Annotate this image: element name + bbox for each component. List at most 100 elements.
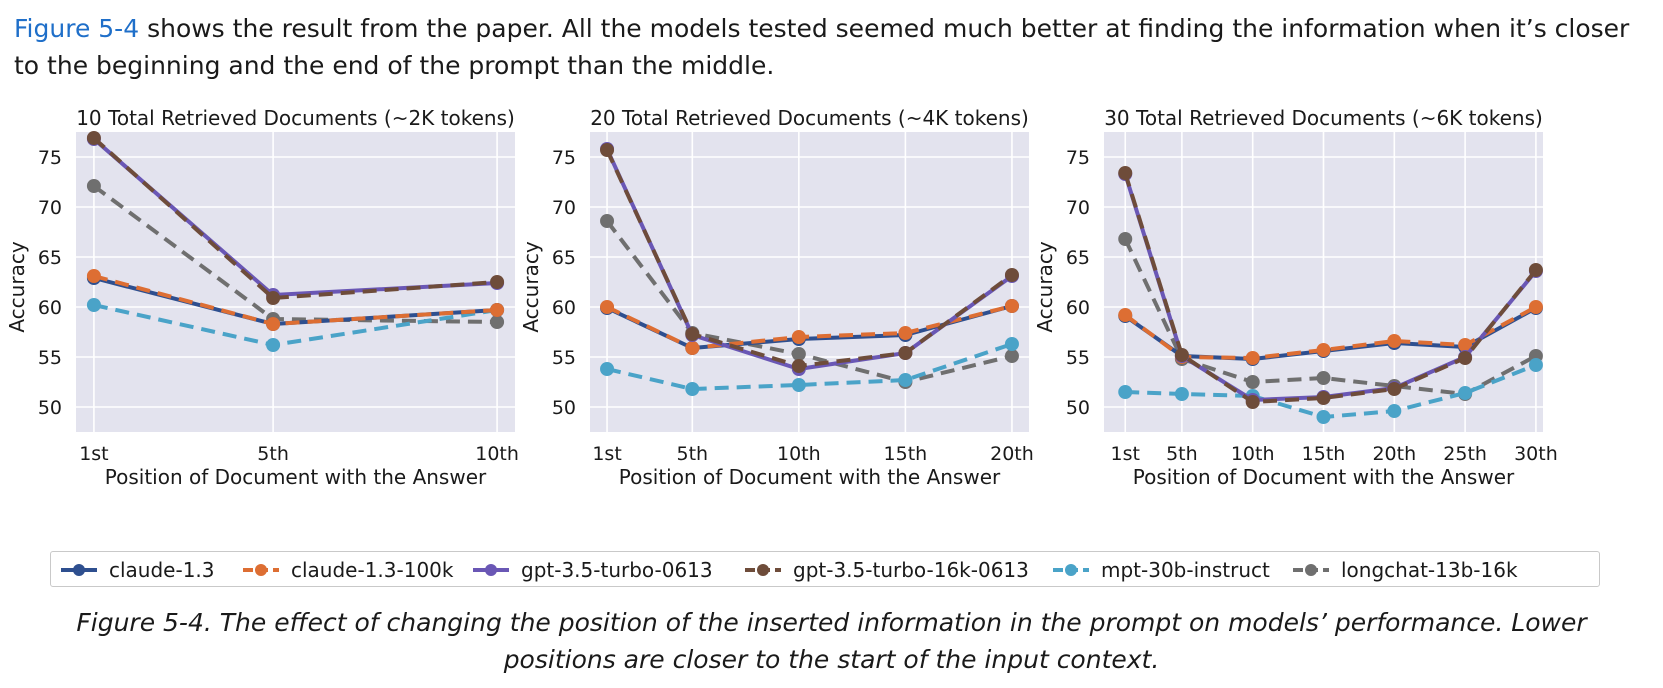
x-tick-label: 10th	[777, 443, 821, 465]
charts-area: 50 55 60 65 70 75 1st 5th 10th 10 Total Retrieved…	[5, 106, 1558, 489]
x-tick-label: 25th	[1443, 443, 1487, 465]
legend-swatch	[243, 564, 279, 576]
y-axis-label: Accuracy	[519, 241, 543, 332]
data-point	[1387, 382, 1402, 396]
y-tick-label: 60	[1066, 297, 1090, 319]
y-tick-label: 75	[552, 147, 576, 169]
y-tick-label: 70	[38, 197, 62, 219]
legend-swatch	[1053, 564, 1089, 576]
legend-swatch-marker	[73, 564, 85, 576]
data-point	[1316, 371, 1331, 385]
y-tick-label: 55	[38, 347, 62, 369]
data-point	[685, 382, 700, 396]
data-point	[86, 131, 101, 145]
data-point	[600, 214, 615, 228]
data-point	[1387, 404, 1402, 418]
legend-item-mpt-30b-instruct: mpt-30b-instruct	[1051, 552, 1270, 588]
data-point	[1316, 410, 1331, 424]
x-tick-label: 5th	[676, 443, 708, 465]
x-axis-label: Position of Document with the Answer	[1133, 465, 1515, 489]
legend-label: claude-1.3-100k	[291, 558, 454, 582]
y-tick-label: 60	[38, 297, 62, 319]
chart-panel-2: 50 55 60 65 70 75 1st 5th 10th 15th 20th 20 Total R…	[519, 106, 1034, 489]
y-tick-label: 60	[552, 297, 576, 319]
chart-panel-3: 50 55 60 65 70 75 1st 5th 10th 15th 20th 25th 30th 30…	[1033, 106, 1558, 489]
legend-swatch	[745, 564, 781, 576]
intro-text: shows the result from the paper. All the…	[14, 14, 1630, 80]
data-point	[1458, 351, 1473, 365]
x-tick-label: 5th	[257, 443, 289, 465]
data-point	[898, 373, 913, 387]
data-point	[1118, 232, 1133, 246]
x-tick-label: 1st	[592, 443, 621, 465]
data-point	[1004, 268, 1019, 282]
series-gpt-3.5-turbo-16k-0613	[1118, 166, 1543, 409]
x-tick-label: 15th	[1302, 443, 1346, 465]
data-point	[1316, 343, 1331, 357]
legend-label: longchat-13b-16k	[1341, 558, 1518, 582]
legend-swatch-marker	[757, 564, 769, 576]
chart-title: 30 Total Retrieved Documents (~6K tokens…	[1104, 106, 1543, 130]
x-tick-label: 10th	[475, 443, 519, 465]
figure-reference-link[interactable]: Figure 5-4	[14, 14, 140, 43]
legend-swatch	[473, 564, 509, 576]
legend-swatch-marker	[485, 564, 497, 576]
data-point	[1118, 385, 1133, 399]
data-point	[1458, 386, 1473, 400]
y-tick-label: 55	[552, 347, 576, 369]
data-point	[791, 359, 806, 373]
legend-swatch	[1293, 564, 1329, 576]
x-tick-label: 20th	[1372, 443, 1416, 465]
series-claude-1.3-100k	[600, 299, 1019, 355]
data-point	[1528, 358, 1543, 372]
data-point	[490, 315, 505, 329]
data-point	[266, 291, 281, 305]
data-point	[1174, 348, 1189, 362]
series-line	[606, 342, 1013, 391]
data-point	[791, 378, 806, 392]
data-point	[1387, 334, 1402, 348]
data-point	[791, 330, 806, 344]
data-point	[1245, 351, 1260, 365]
y-tick-label: 50	[1066, 397, 1090, 419]
x-tick-label: 15th	[884, 443, 928, 465]
data-point	[1004, 337, 1019, 351]
data-point	[1528, 263, 1543, 277]
y-tick-label: 75	[1066, 147, 1090, 169]
data-point	[1004, 299, 1019, 313]
data-point	[1245, 375, 1260, 389]
data-point	[791, 347, 806, 361]
x-axis-label: Position of Document with the Answer	[619, 465, 1001, 489]
legend-swatch-marker	[255, 564, 267, 576]
legend-label: mpt-30b-instruct	[1101, 558, 1270, 582]
data-point	[490, 275, 505, 289]
data-point	[1174, 387, 1189, 401]
x-tick-label: 10th	[1231, 443, 1275, 465]
series-mpt-30b-instruct	[600, 337, 1019, 396]
data-point	[1316, 391, 1331, 405]
y-tick-label: 50	[38, 397, 62, 419]
series-gpt-3.5-turbo-16k-0613	[600, 143, 1019, 373]
data-point	[685, 341, 700, 355]
series-mpt-30b-instruct	[1118, 358, 1543, 424]
data-point	[266, 317, 281, 331]
legend-swatch	[61, 564, 97, 576]
x-tick-label: 30th	[1514, 443, 1558, 465]
x-axis-label: Position of Document with the Answer	[105, 465, 487, 489]
legend-label: claude-1.3	[109, 558, 215, 582]
data-point	[1004, 349, 1019, 363]
figure-caption: Figure 5-4. The effect of changing the p…	[76, 608, 1587, 674]
x-tick-label: 20th	[990, 443, 1034, 465]
legend-swatch-marker	[1065, 564, 1077, 576]
y-tick-label: 70	[552, 197, 576, 219]
data-point	[1118, 166, 1133, 180]
data-point	[685, 327, 700, 341]
y-axis-label: Accuracy	[1033, 241, 1057, 332]
legend-label: gpt-3.5-turbo-0613	[521, 558, 713, 582]
data-point	[600, 143, 615, 157]
data-point	[490, 303, 505, 317]
y-tick-label: 70	[1066, 197, 1090, 219]
data-point	[266, 338, 281, 352]
data-point	[1245, 395, 1260, 409]
data-point	[86, 179, 101, 193]
